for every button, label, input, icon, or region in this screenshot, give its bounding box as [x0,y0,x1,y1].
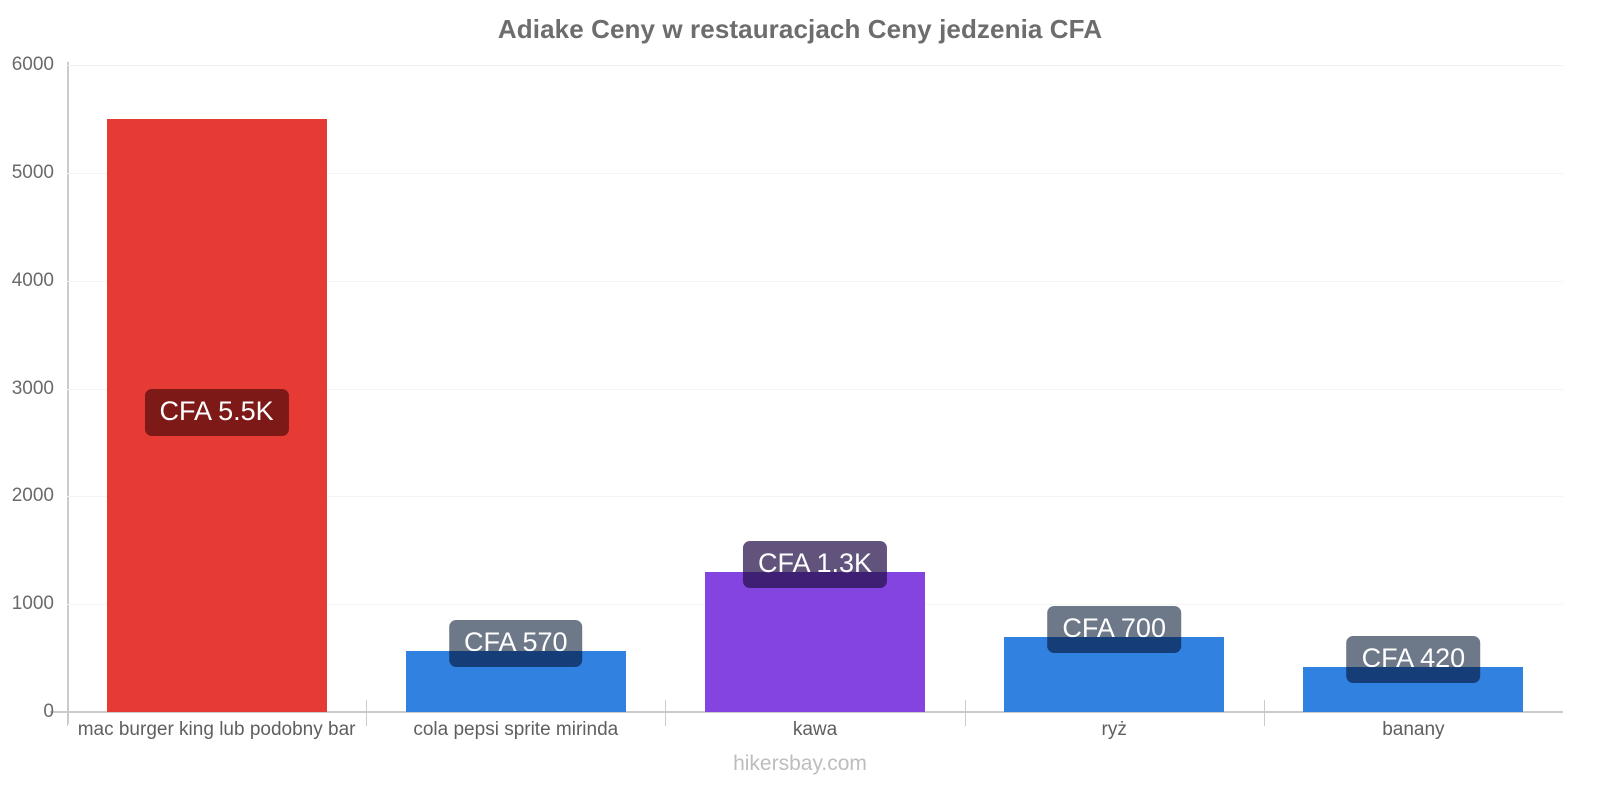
x-axis-tick-mark [67,700,68,726]
x-axis-tick-label: kawa [792,719,838,740]
gridline [67,280,1563,282]
x-axis-tick-mark [1263,700,1265,726]
y-axis-tick-label: 1000 [11,593,54,615]
bar[interactable] [705,571,925,712]
y-axis-tick-label: 2000 [11,485,54,507]
bar-value-label: CFA 700 [1047,605,1181,653]
x-axis-tick-label: mac burger king lub podobny bar [77,719,356,740]
x-axis-tick-label: cola pepsi sprite mirinda [413,719,619,740]
bar-value-text: CFA 700 [1062,612,1166,643]
y-axis-tick-label: 0 [43,701,54,722]
x-axis-tick-label: banany [1382,719,1445,740]
bar-value-label: CFA 570 [449,619,583,667]
bar-value-label: CFA 1.3K [742,540,888,588]
y-axis-tick-label: 5000 [11,161,54,183]
plot-area [67,65,1563,712]
x-axis-tick-mark [366,700,368,726]
gridline [67,65,1563,66]
gridline [67,496,1563,498]
gridline [67,388,1563,390]
y-axis-tick-label: 4000 [11,269,54,291]
chart-title: Adiake Ceny w restauracjach Ceny jedzeni… [497,14,1103,44]
bar-value-text: CFA 420 [1361,642,1466,673]
bar-value-text: CFA 1.3K [757,547,873,578]
y-axis-tick-label: 6000 [11,54,54,75]
bar-value-text: CFA 5.5K [159,395,274,426]
x-axis-tick-mark [665,700,667,726]
gridline [67,172,1563,174]
x-axis-tick-label: ryż [1101,719,1127,740]
y-axis-tick-label: 3000 [11,377,54,399]
bar-value-text: CFA 570 [464,626,568,657]
bar-value-label: CFA 5.5K [144,388,289,436]
bar-value-label: CFA 420 [1346,635,1481,683]
x-axis-tick-mark [964,700,966,726]
y-axis-line [67,62,69,724]
source-watermark: hikersbay.com [733,752,867,775]
x-axis-line [50,711,1563,713]
